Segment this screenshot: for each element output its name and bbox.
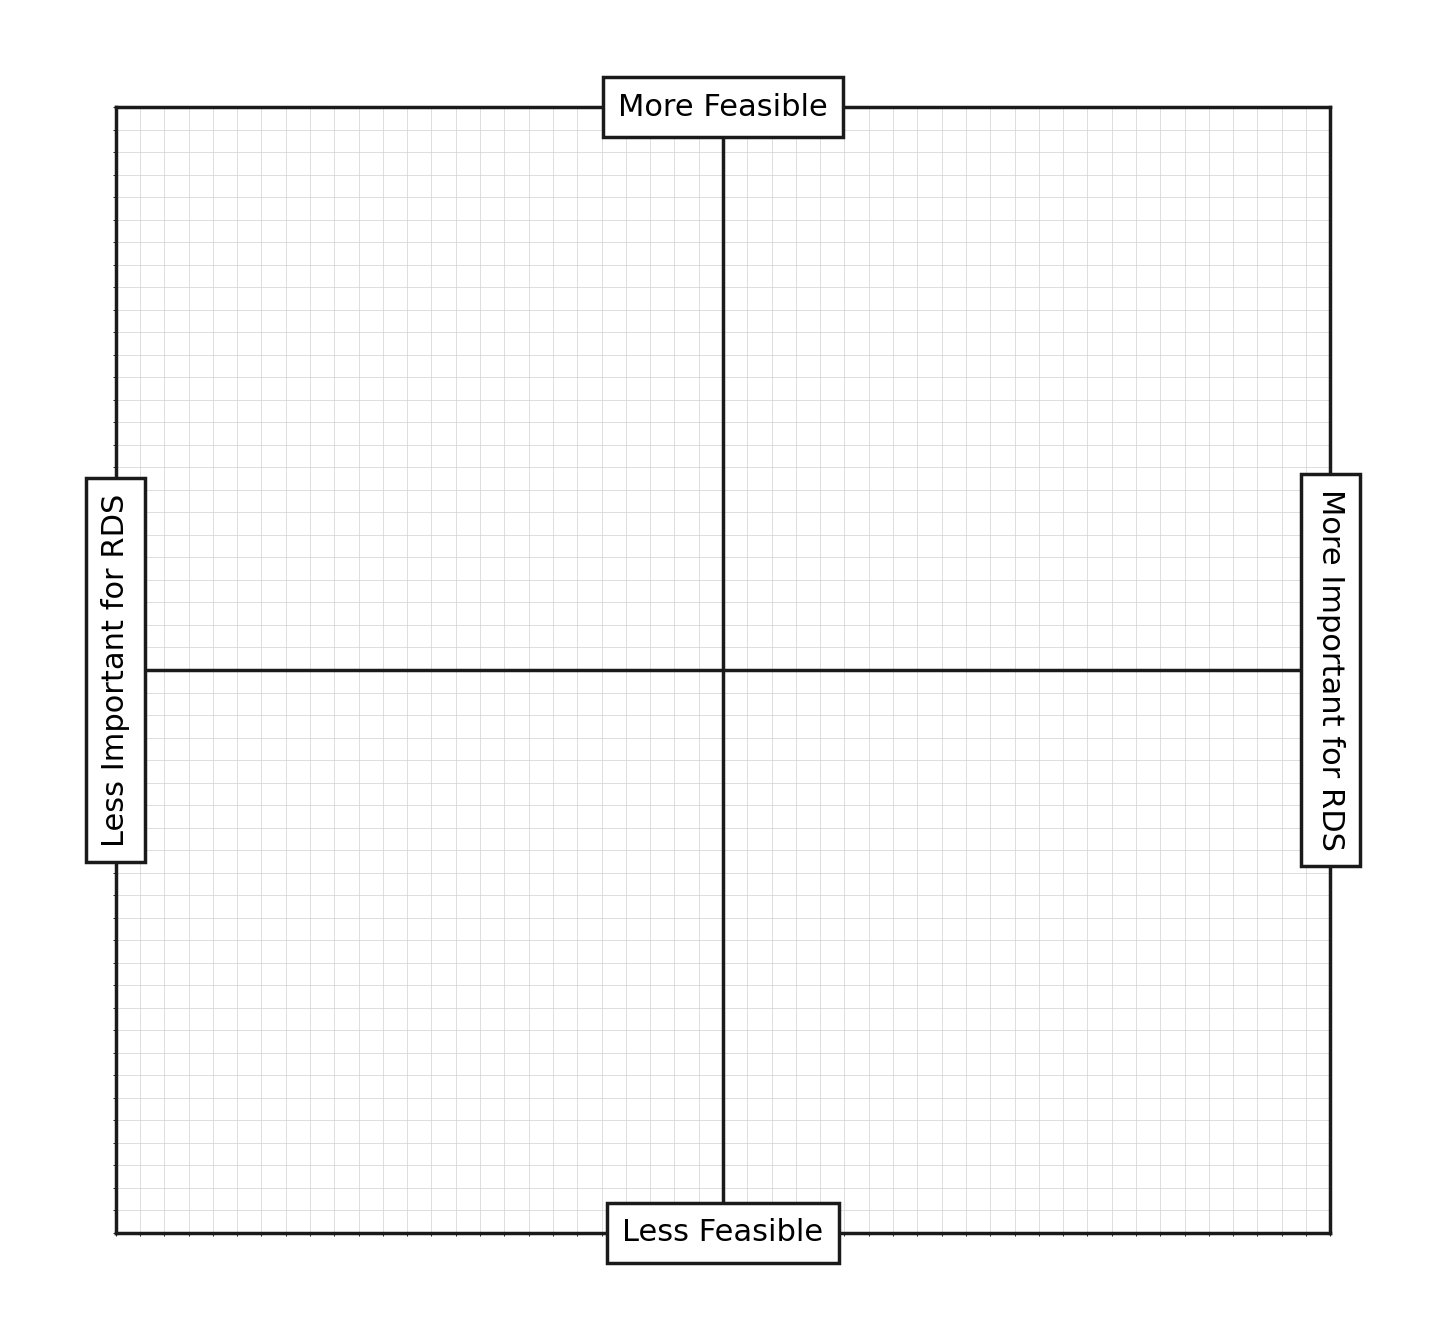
Text: More Important for RDS: More Important for RDS: [1316, 489, 1345, 851]
Text: Less Important for RDS: Less Important for RDS: [101, 493, 130, 847]
Text: More Feasible: More Feasible: [617, 92, 829, 122]
Text: Less Feasible: Less Feasible: [622, 1218, 824, 1248]
